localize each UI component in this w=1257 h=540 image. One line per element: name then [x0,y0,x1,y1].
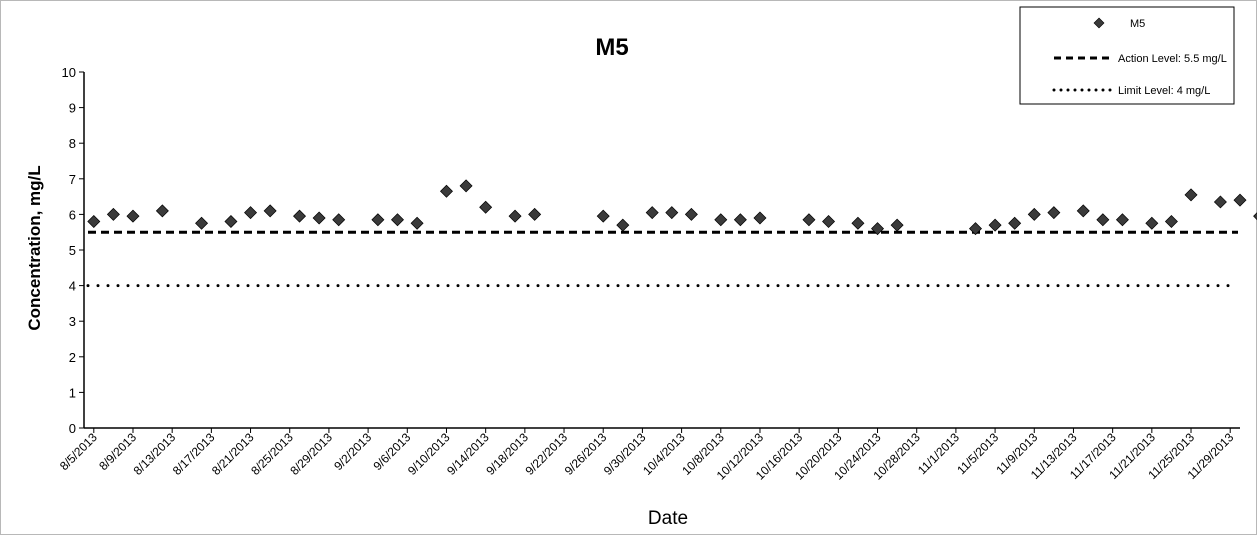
data-point [87,215,101,229]
data-point [596,209,610,223]
data-point [822,215,836,229]
data-point [665,206,679,220]
data-point [1076,204,1090,218]
data-point [645,206,659,220]
data-point [371,213,385,227]
data-point [106,207,120,221]
y-tick-label: 8 [69,136,76,151]
legend-item-limit-level: Limit Level: 4 mg/L [1052,85,1210,97]
data-point [753,211,767,225]
legend-label-limit-level: Limit Level: 4 mg/L [1118,85,1210,97]
data-point [714,213,728,227]
data-point [126,209,140,223]
data-point [1233,193,1247,207]
legend: M5 Action Level: 5.5 mg/L Limit Level: 4… [1019,6,1235,105]
data-point [988,218,1002,232]
data-point [871,222,885,236]
legend-item-action-level: Action Level: 5.5 mg/L [1054,53,1227,65]
y-tick-label: 3 [69,314,76,329]
x-axis-label: Date [648,508,688,529]
legend-label-m5: M5 [1130,18,1145,30]
data-point [1027,207,1041,221]
data-point [244,206,258,220]
data-point [1164,215,1178,229]
data-point [439,184,453,198]
data-point [968,222,982,236]
y-tick-label: 9 [69,101,76,116]
data-point [1145,216,1159,230]
data-point [224,215,238,229]
data-point [1008,216,1022,230]
data-point [733,213,747,227]
data-point [508,209,522,223]
data-point [390,213,404,227]
legend-item-m5: M5 [1093,17,1145,30]
data-point [263,204,277,218]
legend-box [1019,6,1235,105]
data-point [1047,206,1061,220]
data-point [1213,195,1227,209]
data-point [312,211,326,225]
y-tick-label: 7 [69,172,76,187]
data-point [332,213,346,227]
data-point [1184,188,1198,202]
data-point [293,209,307,223]
data-point [195,216,209,230]
chart-title: M5 [595,34,628,61]
y-tick-label: 0 [69,421,76,436]
data-point [684,207,698,221]
y-tick-label: 1 [69,385,76,400]
data-point [459,179,473,193]
legend-diamond-icon [1093,17,1105,29]
data-point [479,200,493,214]
y-tick-label: 4 [69,279,76,294]
y-tick-label: 10 [62,65,76,80]
data-point [890,218,904,232]
data-point [616,218,630,232]
data-point [1115,213,1129,227]
y-tick-label: 6 [69,207,76,222]
data-point [1253,212,1257,221]
y-axis-label: Concentration, mg/L [25,165,44,330]
data-point [155,204,169,218]
y-tick-label: 2 [69,350,76,365]
data-point [851,216,865,230]
legend-label-action-level: Action Level: 5.5 mg/L [1118,53,1227,65]
data-point [528,207,542,221]
y-tick-label: 5 [69,243,76,258]
data-point [1096,213,1110,227]
data-point [410,216,424,230]
data-point [802,213,816,227]
